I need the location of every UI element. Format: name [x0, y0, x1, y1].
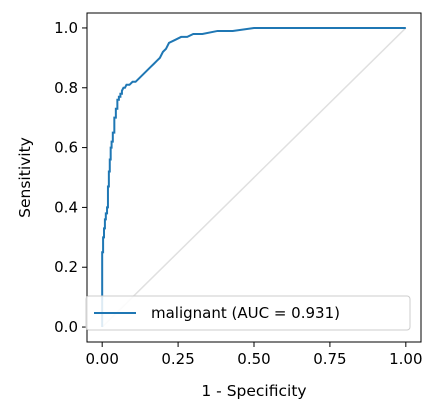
x-tick-label: 0.00: [85, 350, 118, 368]
y-tick-label: 0.4: [54, 198, 78, 216]
y-axis-title: Sensitivity: [16, 137, 34, 218]
y-tick-label: 1.0: [54, 19, 78, 37]
legend-label: malignant (AUC = 0.931): [151, 304, 340, 322]
y-tick-label: 0.0: [54, 318, 78, 336]
legend: malignant (AUC = 0.931): [85, 295, 411, 331]
x-tick-label: 0.50: [237, 350, 270, 368]
x-tick-label: 0.75: [313, 350, 346, 368]
roc-curve-line: [101, 26, 406, 328]
x-axis-title: 1 - Specificity: [201, 382, 306, 400]
x-tick-label: 1.00: [389, 350, 422, 368]
y-tick-label: 0.2: [54, 258, 78, 276]
y-tick-label: 0.6: [54, 139, 78, 157]
plot-marks: [101, 26, 407, 328]
axis-ticks: 0.00 0.25 0.50 0.75 1.00 0.0 0.2 0.4 0.6 0.8 1.0: [54, 19, 422, 368]
chance-diagonal-line: [101, 27, 407, 328]
y-tick-label: 0.8: [54, 79, 78, 97]
legend-box: [85, 295, 411, 331]
x-tick-label: 0.25: [161, 350, 194, 368]
